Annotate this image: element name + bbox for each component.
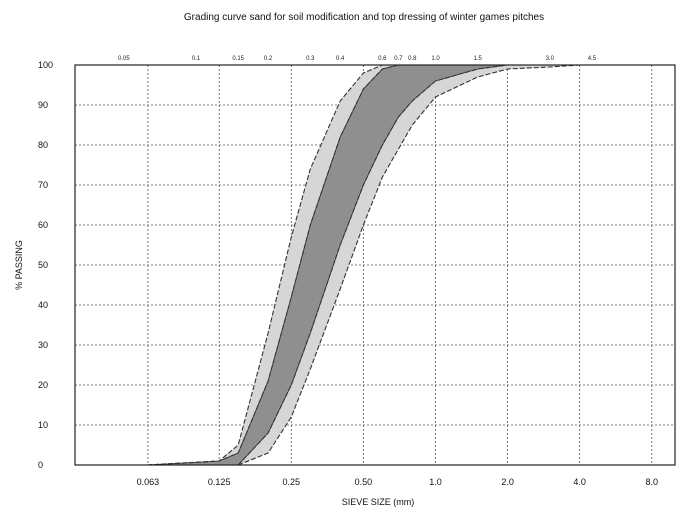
- y-tick-label: 50: [38, 260, 48, 270]
- top-tick-label: 0.3: [306, 56, 315, 62]
- y-tick-label: 100: [38, 60, 53, 70]
- top-tick-label: 4.5: [588, 56, 597, 62]
- y-axis-label: % PASSING: [14, 240, 24, 290]
- x-axis-ticks: 0.063 0.125 0.25 0.50 1.0 2.0 4.0 8.0: [137, 477, 658, 487]
- y-tick-label: 70: [38, 180, 48, 190]
- inner-envelope-band: [147, 64, 508, 466]
- top-tick-label: 0.05: [118, 56, 130, 62]
- boundary-line-inner-lower: [147, 64, 508, 466]
- x-tick-label: 8.0: [646, 477, 659, 487]
- top-tick-label: 0.6: [378, 56, 387, 62]
- top-tick-label: 0.7: [394, 56, 403, 62]
- top-tick-label: 0.1: [192, 56, 201, 62]
- y-tick-label: 0: [38, 460, 43, 470]
- top-axis-ticks: 0.05 0.1 0.15 0.2 0.3 0.4 0.6 0.7 0.8 1.0 1.5 3.0 4.…: [118, 56, 597, 62]
- boundary-line-outer-lower: [147, 64, 615, 466]
- y-tick-label: 30: [38, 340, 48, 350]
- y-axis-ticks: 0 10 20 30 40 50 60 70 80 90 100: [38, 60, 53, 470]
- top-tick-label: 0.15: [232, 56, 244, 62]
- y-tick-label: 60: [38, 220, 48, 230]
- plot-frame: [74, 64, 676, 466]
- top-tick-label: 0.8: [408, 56, 417, 62]
- top-tick-label: 3.0: [546, 56, 555, 62]
- x-tick-label: 1.0: [429, 477, 442, 487]
- x-tick-label: 0.50: [355, 477, 373, 487]
- y-tick-label: 20: [38, 380, 48, 390]
- chart-title: Grading curve sand for soil modification…: [184, 12, 544, 23]
- y-tick-label: 10: [38, 420, 48, 430]
- top-tick-label: 1.5: [473, 56, 482, 62]
- top-tick-label: 0.2: [264, 56, 273, 62]
- y-tick-label: 80: [38, 140, 48, 150]
- y-tick-label: 90: [38, 100, 48, 110]
- x-axis-label: SIEVE SIZE (mm): [342, 497, 415, 507]
- x-tick-label: 0.063: [137, 477, 160, 487]
- outer-envelope-band: [147, 65, 615, 465]
- x-tick-label: 0.25: [283, 477, 301, 487]
- top-tick-label: 0.4: [336, 56, 345, 62]
- x-tick-label: 4.0: [573, 477, 586, 487]
- y-tick-label: 40: [38, 300, 48, 310]
- x-tick-label: 0.125: [208, 477, 231, 487]
- x-tick-label: 2.0: [501, 477, 514, 487]
- top-tick-label: 1.0: [431, 56, 440, 62]
